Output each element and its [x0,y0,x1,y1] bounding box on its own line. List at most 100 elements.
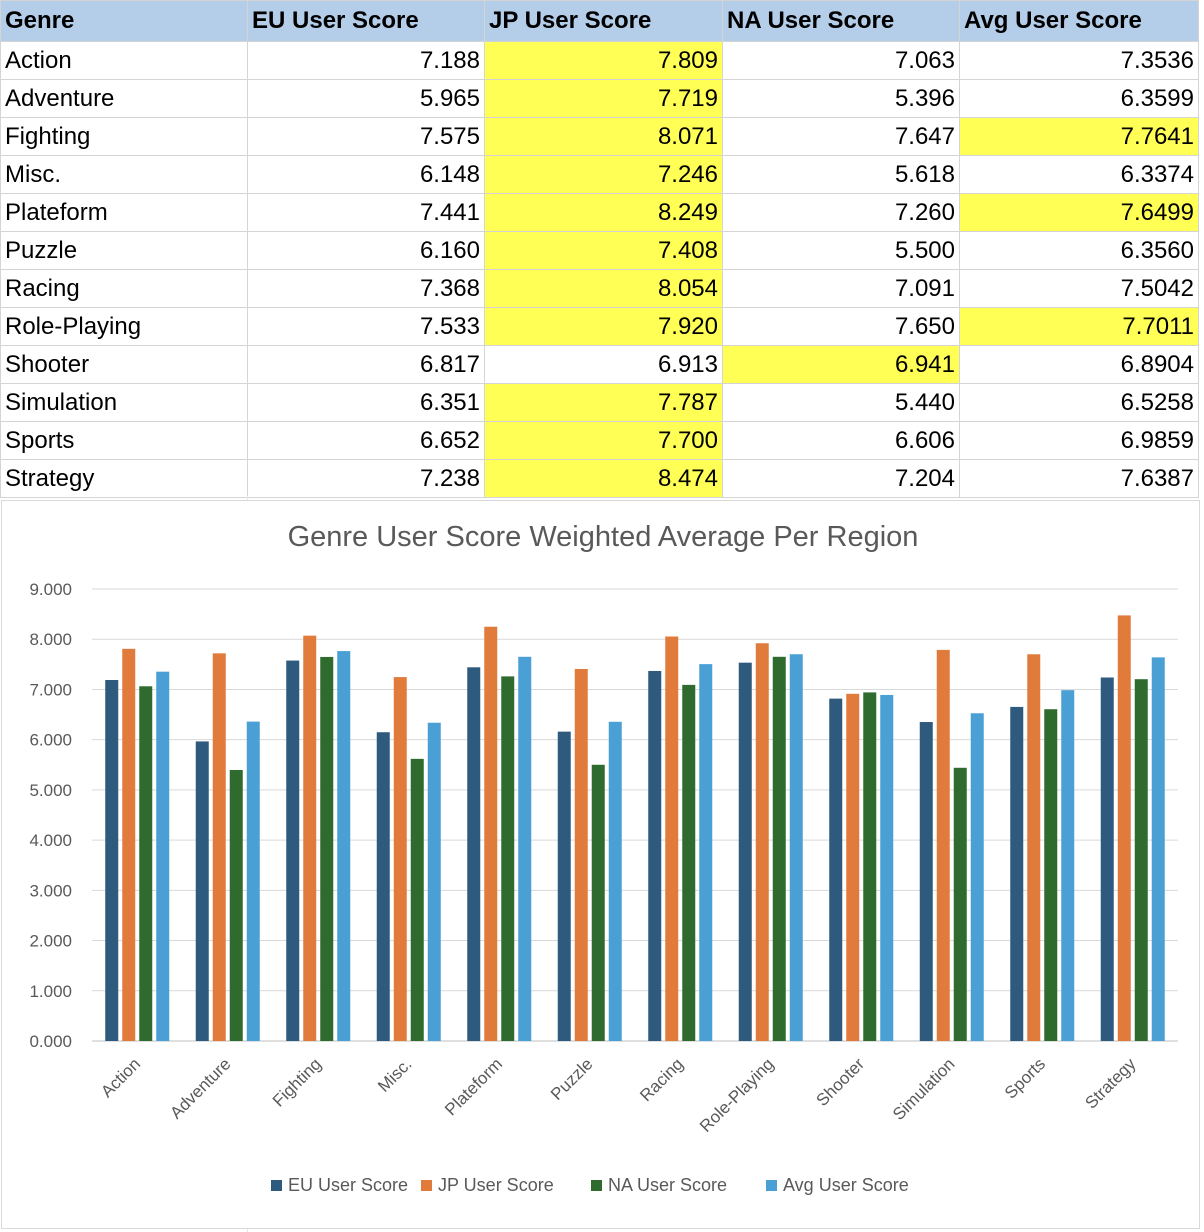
bar-eu-user-score[interactable] [829,698,843,1041]
cell-jp[interactable]: 7.246 [484,155,723,194]
header-cell-genre[interactable]: Genre [0,0,248,42]
cell-eu[interactable]: 7.575 [247,117,485,156]
bar-na-user-score[interactable] [139,686,153,1041]
bar-jp-user-score[interactable] [1027,654,1041,1041]
header-cell-eu[interactable]: EU User Score [247,0,485,42]
cell-avg[interactable]: 7.5042 [959,269,1199,308]
cell-avg[interactable]: 6.9859 [959,421,1199,460]
cell-jp[interactable]: 7.408 [484,231,723,270]
header-cell-jp[interactable]: JP User Score [484,0,723,42]
cell-avg[interactable]: 7.7011 [959,307,1199,346]
cell-jp[interactable]: 8.249 [484,193,723,232]
cell-jp[interactable]: 8.071 [484,117,723,156]
cell-genre[interactable]: Shooter [0,345,248,384]
cell-genre[interactable]: Sports [0,421,248,460]
cell-eu[interactable]: 7.441 [247,193,485,232]
cell-genre[interactable]: Simulation [0,383,248,422]
cell-genre[interactable]: Strategy [0,459,248,498]
chart-container[interactable]: Genre User Score Weighted Average Per Re… [0,496,1204,1232]
cell-eu[interactable]: 6.148 [247,155,485,194]
cell-jp[interactable]: 8.054 [484,269,723,308]
bar-jp-user-score[interactable] [936,649,950,1041]
bar-eu-user-score[interactable] [467,667,481,1041]
cell-na[interactable]: 7.647 [722,117,960,156]
bar-eu-user-score[interactable] [1100,677,1114,1041]
cell-avg[interactable]: 6.5258 [959,383,1199,422]
bar-jp-user-score[interactable] [393,677,407,1041]
bar-avg-user-score[interactable] [427,722,441,1041]
cell-na[interactable]: 7.204 [722,459,960,498]
bar-avg-user-score[interactable] [699,664,713,1041]
cell-eu[interactable]: 5.965 [247,79,485,118]
cell-na[interactable]: 5.396 [722,79,960,118]
bar-na-user-score[interactable] [501,676,515,1041]
cell-jp[interactable]: 7.809 [484,41,723,80]
cell-na[interactable]: 7.063 [722,41,960,80]
cell-genre[interactable]: Fighting [0,117,248,156]
bar-na-user-score[interactable] [1134,679,1148,1041]
cell-avg[interactable]: 6.8904 [959,345,1199,384]
bar-avg-user-score[interactable] [880,694,894,1041]
header-cell-na[interactable]: NA User Score [722,0,960,42]
cell-eu[interactable]: 6.652 [247,421,485,460]
cell-jp[interactable]: 6.913 [484,345,723,384]
bar-jp-user-score[interactable] [122,648,136,1041]
cell-avg[interactable]: 7.7641 [959,117,1199,156]
bar-eu-user-score[interactable] [738,662,752,1041]
bar-jp-user-score[interactable] [846,693,860,1041]
bar-avg-user-score[interactable] [1061,690,1075,1041]
cell-avg[interactable]: 6.3560 [959,231,1199,270]
cell-genre[interactable]: Action [0,41,248,80]
cell-eu[interactable]: 7.368 [247,269,485,308]
cell-na[interactable]: 5.440 [722,383,960,422]
cell-na[interactable]: 7.091 [722,269,960,308]
cell-eu[interactable]: 6.351 [247,383,485,422]
bar-eu-user-score[interactable] [105,680,119,1041]
cell-eu[interactable]: 7.188 [247,41,485,80]
bar-na-user-score[interactable] [591,764,605,1041]
cell-avg[interactable]: 6.3374 [959,155,1199,194]
bar-na-user-score[interactable] [682,684,696,1041]
bar-eu-user-score[interactable] [195,741,209,1041]
cell-jp[interactable]: 8.474 [484,459,723,498]
bar-jp-user-score[interactable] [212,653,226,1041]
bar-avg-user-score[interactable] [246,721,260,1041]
bar-avg-user-score[interactable] [156,671,170,1041]
cell-jp[interactable]: 7.787 [484,383,723,422]
cell-eu[interactable]: 6.160 [247,231,485,270]
bar-eu-user-score[interactable] [919,722,933,1041]
cell-genre[interactable]: Role-Playing [0,307,248,346]
bar-na-user-score[interactable] [953,767,967,1041]
bar-avg-user-score[interactable] [970,713,984,1041]
bar-na-user-score[interactable] [1044,709,1058,1041]
cell-avg[interactable]: 7.6499 [959,193,1199,232]
cell-na[interactable]: 5.500 [722,231,960,270]
cell-na[interactable]: 5.618 [722,155,960,194]
cell-na[interactable]: 7.260 [722,193,960,232]
bar-jp-user-score[interactable] [665,636,679,1041]
cell-na[interactable]: 7.650 [722,307,960,346]
cell-genre[interactable]: Plateform [0,193,248,232]
bar-avg-user-score[interactable] [337,651,351,1041]
bar-avg-user-score[interactable] [789,654,803,1041]
bar-eu-user-score[interactable] [376,732,390,1041]
cell-eu[interactable]: 7.238 [247,459,485,498]
cell-genre[interactable]: Misc. [0,155,248,194]
bar-eu-user-score[interactable] [557,731,571,1041]
cell-genre[interactable]: Racing [0,269,248,308]
cell-na[interactable]: 6.606 [722,421,960,460]
cell-avg[interactable]: 6.3599 [959,79,1199,118]
cell-jp[interactable]: 7.700 [484,421,723,460]
cell-jp[interactable]: 7.920 [484,307,723,346]
bar-jp-user-score[interactable] [303,635,317,1041]
cell-genre[interactable]: Puzzle [0,231,248,270]
cell-genre[interactable]: Adventure [0,79,248,118]
bar-eu-user-score[interactable] [1010,706,1024,1041]
cell-avg[interactable]: 7.6387 [959,459,1199,498]
header-cell-avg[interactable]: Avg User Score [959,0,1199,42]
cell-avg[interactable]: 7.3536 [959,41,1199,80]
bar-na-user-score[interactable] [320,656,334,1041]
cell-eu[interactable]: 7.533 [247,307,485,346]
bar-na-user-score[interactable] [772,656,786,1041]
bar-jp-user-score[interactable] [574,668,588,1041]
